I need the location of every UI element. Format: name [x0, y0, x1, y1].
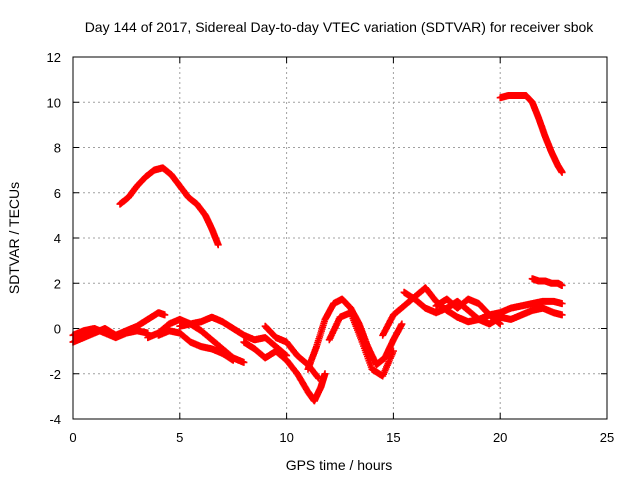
x-tick-label: 20 [493, 430, 507, 445]
y-tick-label: 6 [54, 186, 61, 201]
data-markers [496, 92, 566, 176]
y-tick-label: 10 [47, 95, 61, 110]
y-tick-label: 4 [54, 231, 61, 246]
series-arc-h [304, 295, 406, 373]
series-arc-high-evening [496, 92, 566, 176]
series-arc-l [432, 295, 504, 328]
series-arc-i [325, 309, 397, 380]
y-tick-label: -4 [49, 412, 61, 427]
y-tick-label: 0 [54, 322, 61, 337]
x-tick-label: 25 [600, 430, 614, 445]
series-arc-m [528, 275, 566, 289]
y-tick-label: 8 [54, 141, 61, 156]
data-markers [176, 313, 291, 360]
grid [73, 57, 607, 419]
plot-frame [72, 56, 608, 420]
x-tick-label: 0 [69, 430, 76, 445]
data-markers [304, 295, 406, 373]
y-tick-label: -2 [49, 367, 61, 382]
y-tick-label: 2 [54, 276, 61, 291]
data-markers [240, 338, 329, 405]
x-tick-label: 5 [176, 430, 183, 445]
ticks: 0 5 10 15 20 25 -4 -2 0 2 4 6 8 10 12 [47, 50, 615, 445]
series-arc-f [240, 338, 329, 405]
series-arc-high-morning [116, 164, 222, 249]
x-tick-label: 10 [279, 430, 293, 445]
series-layer [69, 92, 566, 405]
data-markers [154, 327, 237, 364]
data-markers [528, 275, 566, 289]
data-markers [432, 295, 504, 328]
data-markers [116, 164, 222, 249]
y-axis-label: SDTVAR / TECUs [6, 182, 22, 294]
y-tick-label: 12 [47, 50, 61, 65]
series-arc-e [176, 313, 291, 360]
chart-title: Day 144 of 2017, Sidereal Day-to-day VTE… [85, 19, 595, 35]
series-arc-d [154, 327, 237, 364]
x-axis-label: GPS time / hours [286, 457, 393, 473]
data-markers [325, 309, 397, 380]
x-tick-label: 15 [386, 430, 400, 445]
